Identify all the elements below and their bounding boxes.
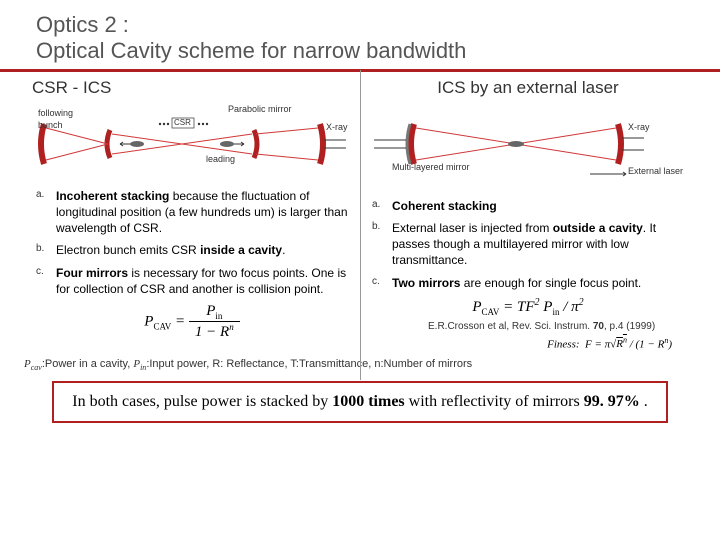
slide-title: Optics 2 : Optical Cavity scheme for nar…: [0, 0, 720, 65]
citation: E.R.Crosson et al, Rev. Sci. Instrum. 70…: [368, 321, 688, 332]
finess-formula: Finess: F = π√Rn / (1 − Rn): [368, 336, 688, 351]
right-diagram: Multi-layered mirror External laser X-ra…: [368, 104, 688, 184]
ml-mirror-label: Multi-layered mirror: [392, 162, 470, 172]
point-text: Incoherent stacking because the fluctuat…: [56, 188, 352, 237]
point-text: Two mirrors are enough for single focus …: [392, 275, 688, 291]
list-item: a.Coherent stacking: [372, 198, 688, 214]
list-item: c. Two mirrors are enough for single foc…: [372, 275, 688, 291]
list-item: c.Four mirrors is necessary for two focu…: [36, 265, 352, 297]
point-text: External laser is injected from outside …: [392, 220, 688, 269]
csr-label: CSR: [174, 118, 191, 127]
list-item: b.Electron bunch emits CSR inside a cavi…: [36, 242, 352, 258]
title-line2: Optical Cavity scheme for narrow bandwid…: [36, 38, 720, 64]
left-points: a.Incoherent stacking because the fluctu…: [32, 188, 352, 297]
xray-label-right: X-ray: [628, 122, 650, 132]
right-formula: PCAV = TF2 Pin / π2: [368, 297, 688, 317]
point-text: Coherent stacking: [392, 198, 688, 214]
left-heading: CSR - ICS: [32, 78, 352, 98]
xray-label-left: X-ray: [326, 122, 348, 132]
ext-laser-label: External laser: [628, 166, 683, 176]
parabolic-label: Parabolic mirror: [228, 104, 292, 114]
leading-label: leading: [206, 154, 235, 164]
csr-ics-diagram: [32, 104, 352, 184]
bunch-label-1: bunch: [38, 120, 63, 130]
two-columns: CSR - ICS: [0, 72, 720, 355]
left-formula: PCAV = Pin1 − Rn: [32, 303, 352, 341]
following-label: following: [38, 108, 73, 118]
right-points: a.Coherent stacking b. External laser is…: [368, 198, 688, 291]
left-diagram: CSR Parabolic mirror following bunch lea…: [32, 104, 352, 184]
right-heading: ICS by an external laser: [368, 78, 688, 98]
list-item: b. External laser is injected from outsi…: [372, 220, 688, 269]
title-line1: Optics 2 :: [36, 12, 720, 38]
point-text: Four mirrors is necessary for two focus …: [56, 265, 352, 297]
list-item: a.Incoherent stacking because the fluctu…: [36, 188, 352, 237]
point-text: Electron bunch emits CSR inside a cavity…: [56, 242, 352, 258]
right-column: ICS by an external laser Multi-layered: [360, 72, 696, 355]
left-column: CSR - ICS: [24, 72, 360, 355]
summary-banner: In both cases, pulse power is stacked by…: [52, 381, 668, 423]
